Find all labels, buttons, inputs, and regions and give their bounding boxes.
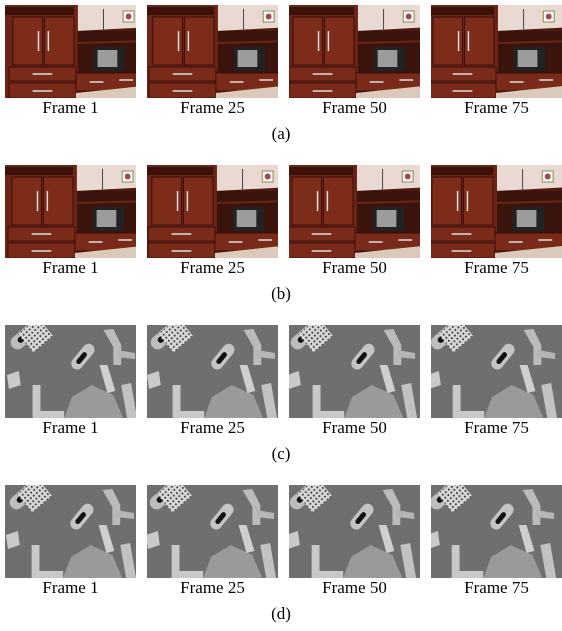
frame-content: [0, 165, 152, 258]
frame-content: [414, 165, 562, 258]
frame-content: [274, 476, 432, 578]
frame-caption: Frame 25: [180, 98, 245, 117]
frame-content: [274, 165, 432, 258]
frame-content: [0, 316, 153, 418]
frame-caption: Frame 1: [42, 578, 98, 597]
frame-image: [274, 165, 432, 258]
frame-caption: Frame 75: [464, 258, 529, 277]
row-label: (c): [272, 444, 291, 463]
frame-content: [415, 5, 562, 98]
row-label: (b): [271, 284, 291, 303]
frame-image: [0, 165, 152, 258]
frame-caption: Frame 1: [42, 98, 98, 117]
frame-image: [275, 316, 433, 418]
frame-caption: Frame 75: [464, 418, 529, 437]
frame-image: [0, 476, 152, 578]
frame-caption: Frame 25: [180, 258, 245, 277]
frame-content: [134, 476, 292, 578]
frame-image: [134, 165, 292, 258]
frame-caption: Frame 50: [322, 98, 387, 117]
frame-caption: Frame 25: [180, 578, 245, 597]
frame-content: [275, 5, 433, 98]
row-label: (d): [271, 604, 291, 623]
frame-content: [0, 5, 153, 98]
frame-caption: Frame 1: [42, 258, 98, 277]
frame-content: [275, 316, 433, 418]
frame-image: [415, 5, 562, 98]
frame-content: [0, 476, 152, 578]
frame-caption: Frame 50: [322, 418, 387, 437]
frame-image: [415, 316, 562, 418]
frame-image: [0, 5, 153, 98]
frame-image: [134, 476, 292, 578]
figure: Frame 1 Frame 25 Frame 50 Frame 75 (a) Frame …: [0, 0, 562, 626]
row-label: (a): [272, 124, 291, 143]
frame-content: [134, 165, 292, 258]
frame-content: [415, 316, 562, 418]
frame-content: [135, 5, 293, 98]
frame-caption: Frame 1: [42, 418, 98, 437]
frame-image: [274, 476, 432, 578]
frame-caption: Frame 50: [322, 578, 387, 597]
frame-caption: Frame 50: [322, 258, 387, 277]
frame-content: [414, 476, 562, 578]
frame-image: [414, 165, 562, 258]
frame-image: [0, 316, 153, 418]
frame-content: [135, 316, 293, 418]
frame-image: [135, 5, 293, 98]
frame-image: [275, 5, 433, 98]
frame-image: [414, 476, 562, 578]
frame-caption: Frame 75: [464, 578, 529, 597]
frame-caption: Frame 25: [180, 418, 245, 437]
frame-caption: Frame 75: [464, 98, 529, 117]
frame-image: [135, 316, 293, 418]
